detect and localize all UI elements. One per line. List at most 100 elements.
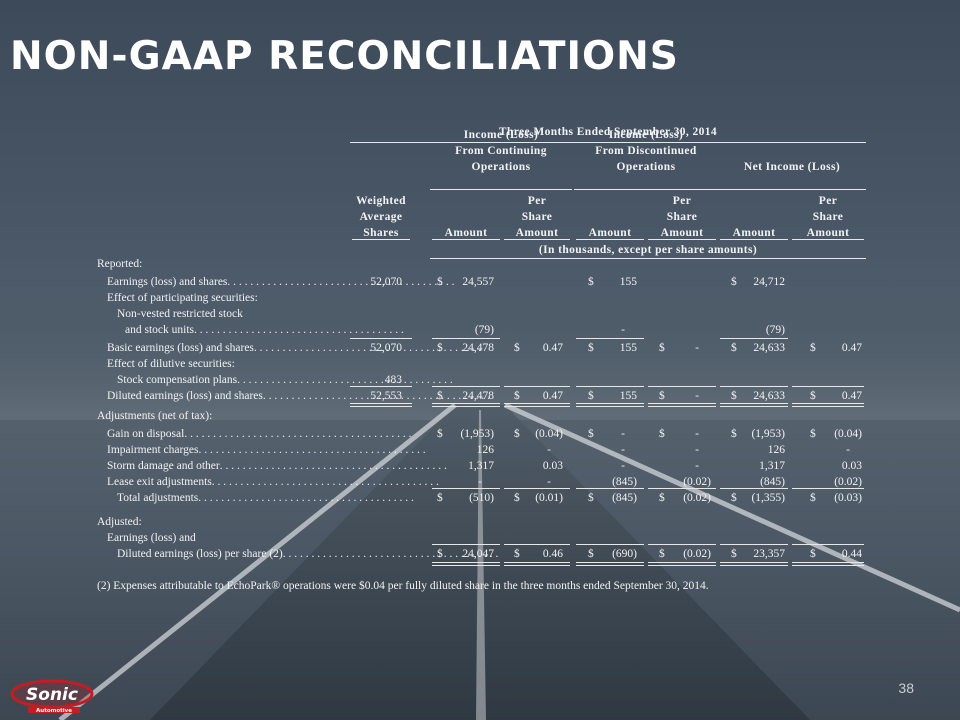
currency-symbol: $ [588,342,594,354]
col-head-per-share: Per [527,195,547,207]
row-label: Impairment charges . . . . . . . . . . .… [107,444,426,456]
row-label: Basic earnings (loss) and shares . . . .… [107,342,482,354]
col-head-rule [432,239,500,240]
leader-dots: . . . . . . . . . . . . . . . . . . . . … [219,460,448,472]
rule-line [432,386,500,387]
cell-c-amt: 126 [476,444,494,456]
rule-line [504,386,570,387]
currency-symbol: $ [437,276,443,288]
rule-line [432,562,500,566]
row-label: Earnings (loss) and [107,532,196,544]
currency-symbol: $ [437,428,443,440]
rule-line [648,386,716,387]
rule-line [720,488,788,489]
leader-dots: . . . . . . . . . . . . . . . . . . . . … [198,492,416,504]
cell-d-amt: 155 [619,276,637,288]
currency-symbol: $ [659,342,665,354]
leader-dots: . . . . . . . . . . . . . . . . . . . . … [211,476,440,488]
cell-c-ps: 0.47 [542,390,563,402]
group-header-disc: Operations [616,161,676,173]
row-label: Effect of dilutive securities: [107,358,235,370]
cell-d-ps: - [695,390,699,402]
col-head-per-share: Share [666,211,698,223]
rule-line [432,544,500,545]
cell-n-ps: 0.47 [841,390,862,402]
period-rule [350,142,866,143]
currency-symbol: $ [659,428,665,440]
rule-line [504,403,570,407]
cell-n-amt: 24,712 [753,276,785,288]
currency-symbol: $ [437,342,443,354]
cell-n-amt: (79) [765,324,785,336]
row-label: Storm damage and other . . . . . . . . .… [107,460,448,472]
rule-line [648,562,716,566]
footnote: (2) Expenses attributable to EchoPark® o… [97,580,709,592]
col-head-per-share: Per [672,195,692,207]
rule-line [648,544,716,545]
rule-line [576,488,644,489]
col-head-rule [792,239,864,240]
cell-n-ps: 0.47 [841,342,862,354]
currency-symbol: $ [514,548,520,560]
row-label: Non-vested restricted stock [117,308,243,320]
cell-c-amt: 24,557 [462,276,494,288]
rule-line [720,338,788,339]
currency-symbol: $ [514,390,520,402]
cell-d-ps: (0.02) [683,548,711,560]
rule-line [350,338,412,339]
rule-line [576,544,644,545]
cell-d-ps: - [695,444,699,456]
col-head-rule [576,239,644,240]
col-head-rule [648,239,716,240]
rule-line [432,338,500,339]
cell-shares: 52,070 [370,276,402,288]
rule-line [720,544,788,545]
col-head-per-share: Amount [515,227,559,239]
rule-line [576,562,644,566]
leader-dots: . . . . . . . . . . . . . . . . . . . . … [184,428,412,440]
col-head-per-share: Share [521,211,553,223]
col-head-per-share: Amount [806,227,850,239]
currency-symbol: $ [437,548,443,560]
row-label: and stock units . . . . . . . . . . . . … [125,324,404,336]
rule-line [504,562,570,566]
currency-symbol: $ [588,492,594,504]
col-head-amount: Amount [444,227,488,239]
currency-symbol: $ [659,390,665,402]
cell-n-ps: (0.04) [834,428,862,440]
cell-d-ps: - [695,342,699,354]
cell-shares: 52,070 [370,342,402,354]
cell-n-amt: 23,357 [753,548,785,560]
cell-d-amt: (690) [612,548,637,560]
group-rule-disc [574,189,718,190]
cell-c-amt: 24,047 [462,548,494,560]
cell-c-ps: (0.04) [535,428,563,440]
cell-n-ps: 0.03 [841,460,862,472]
col-head-weighted-shares: Weighted [356,195,406,207]
cell-c-ps: 0.47 [542,342,563,354]
cell-c-ps: 0.03 [542,460,563,472]
cell-n-amt: 1,317 [759,460,785,472]
col-head-rule [504,239,570,240]
cell-c-ps: 0.46 [542,548,563,560]
rule-line [720,386,788,387]
rule-line [432,403,500,407]
page-number: 38 [898,680,914,696]
cell-d-amt: (845) [612,476,637,488]
cell-c-amt: (79) [474,324,494,336]
col-head-per-share: Per [818,195,838,207]
col-head-weighted-shares: Shares [363,227,399,239]
cell-c-ps: - [547,444,551,456]
cell-d-amt: - [621,460,625,472]
rule-line [792,386,864,387]
leader-dots: . . . . . . . . . . . . . . . . . . . . … [253,342,482,354]
currency-symbol: $ [588,390,594,402]
rule-line [648,488,716,489]
rule-line [350,403,412,407]
rule-line [350,386,412,387]
cell-d-amt: 155 [619,342,637,354]
cell-d-amt: 155 [619,390,637,402]
row-label: Diluted earnings (loss) per share (2) . … [117,547,501,561]
group-header-cont: Operations [471,161,531,173]
